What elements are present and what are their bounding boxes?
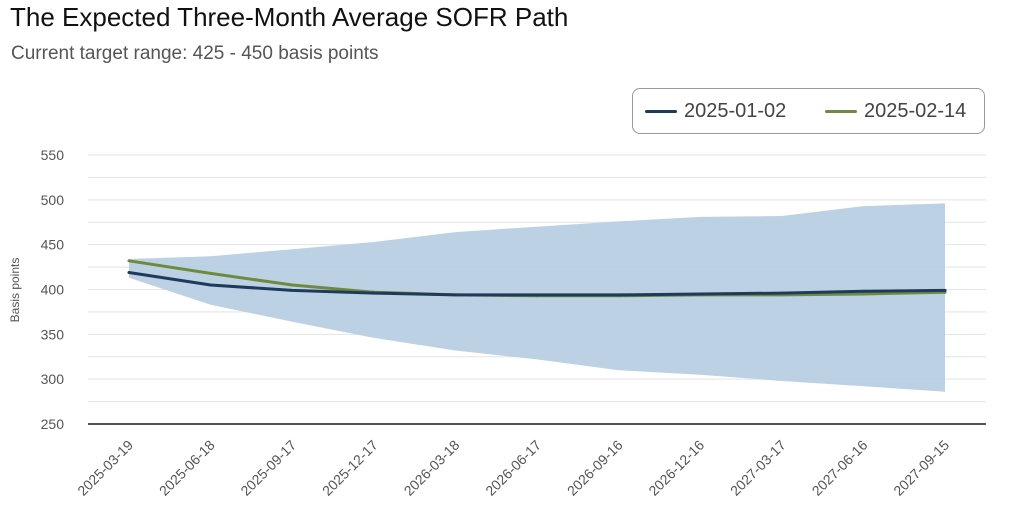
x-axis: 2025-03-19 2025-06-18 2025-09-17 2025-12-17… <box>74 423 986 499</box>
data-point <box>535 293 539 297</box>
series-layer <box>127 259 947 298</box>
legend-item-series-2[interactable]: 2025-02-14 <box>825 89 966 133</box>
x-tick-label: 2026-12-16 <box>645 437 707 499</box>
legend-swatch-series-1 <box>645 109 677 113</box>
x-tick-label: 2027-06-16 <box>809 437 871 499</box>
y-tick-label: 250 <box>41 416 65 432</box>
data-point <box>454 293 457 297</box>
y-axis: 250 300 350 400 450 500 550 <box>41 147 65 432</box>
x-tick-label: 2026-09-16 <box>564 437 626 499</box>
data-point <box>290 288 294 292</box>
data-point <box>698 292 702 296</box>
data-point <box>127 271 131 274</box>
chart-subtitle: Current target range: 425 - 450 basis po… <box>11 43 379 64</box>
y-tick-label: 350 <box>41 326 65 342</box>
x-tick-label: 2025-03-19 <box>74 437 136 499</box>
x-tick-label: 2026-03-18 <box>401 437 463 499</box>
y-tick-label: 550 <box>41 147 65 163</box>
chart-title: The Expected Three-Month Average SOFR Pa… <box>10 2 569 32</box>
x-tick-label: 2027-09-15 <box>890 437 952 499</box>
data-point <box>780 291 784 295</box>
y-tick-label: 300 <box>41 371 65 387</box>
data-point <box>209 271 213 275</box>
data-point <box>617 293 620 297</box>
y-tick-label: 400 <box>41 282 65 298</box>
data-point <box>127 259 131 263</box>
series-1 <box>127 271 947 297</box>
data-point <box>209 283 213 287</box>
data-point <box>372 291 376 295</box>
legend: 2025-01-02 2025-02-14 <box>632 88 985 134</box>
data-point <box>862 292 865 296</box>
y-tick-label: 500 <box>41 192 65 208</box>
x-tick-label: 2025-12-17 <box>319 437 381 499</box>
data-point <box>290 283 294 287</box>
band-layer <box>129 203 945 392</box>
x-tick-label: 2026-06-17 <box>482 437 544 499</box>
x-tick-label: 2025-09-17 <box>237 437 299 499</box>
y-tick-label: 450 <box>41 237 65 253</box>
x-tick-label: 2025-06-18 <box>156 437 218 499</box>
x-tick-label: 2027-03-17 <box>727 437 789 499</box>
y-axis-label: Basis points <box>8 258 22 323</box>
data-point <box>862 289 865 293</box>
legend-label-series-2: 2025-02-14 <box>864 99 967 122</box>
legend-swatch-series-2 <box>825 109 857 113</box>
legend-item-series-1[interactable]: 2025-01-02 <box>645 89 786 133</box>
confidence-band <box>129 203 945 392</box>
legend-label-series-1: 2025-01-02 <box>684 99 787 122</box>
data-point <box>943 288 947 292</box>
